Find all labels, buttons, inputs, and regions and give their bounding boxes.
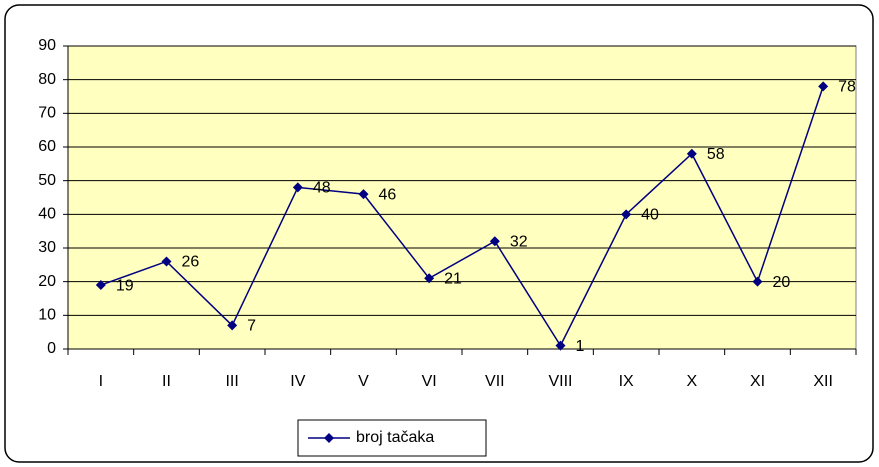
- data-label: 26: [182, 254, 200, 271]
- data-label: 20: [773, 274, 791, 291]
- legend-label: broj tačaka: [356, 429, 434, 446]
- y-tick-label: 80: [38, 71, 56, 88]
- point-marker: [95, 280, 106, 291]
- legend-marker: [324, 433, 334, 443]
- y-tick-label: 30: [38, 239, 56, 256]
- point-marker: [227, 320, 238, 331]
- point-marker: [686, 148, 697, 159]
- y-tick-label: 10: [38, 307, 56, 324]
- point-marker: [752, 276, 763, 287]
- x-tick-label: IX: [619, 373, 634, 390]
- point-marker: [621, 209, 632, 220]
- y-tick-label: 50: [38, 172, 56, 189]
- data-label: 40: [641, 207, 659, 224]
- data-label: 78: [838, 79, 856, 96]
- data-label: 1: [576, 338, 585, 355]
- plot-area: [67, 45, 857, 350]
- data-label: 46: [379, 186, 397, 203]
- x-tick-label: III: [225, 373, 238, 390]
- point-marker: [555, 340, 566, 351]
- data-label: 19: [116, 277, 134, 294]
- point-marker: [161, 256, 172, 267]
- data-label: 32: [510, 233, 528, 250]
- x-tick-label: V: [358, 373, 369, 390]
- data-label: 58: [707, 146, 725, 163]
- point-marker: [292, 182, 303, 193]
- x-tick-label: VII: [485, 373, 505, 390]
- x-tick-label: VI: [422, 373, 437, 390]
- x-tick-label: X: [686, 373, 697, 390]
- y-tick-label: 40: [38, 206, 56, 223]
- x-tick-label: IV: [290, 373, 305, 390]
- point-marker: [489, 236, 500, 247]
- y-tick-label: 70: [38, 105, 56, 122]
- y-tick-label: 20: [38, 273, 56, 290]
- x-tick-label: VIII: [548, 373, 572, 390]
- y-tick-label: 60: [38, 138, 56, 155]
- y-tick-label: 0: [47, 340, 56, 357]
- x-tick-label: XII: [813, 373, 833, 390]
- data-label: 48: [313, 180, 331, 197]
- x-tick-label: II: [162, 373, 171, 390]
- x-tick-label: I: [99, 373, 103, 390]
- data-label: 7: [247, 318, 256, 335]
- data-label: 21: [444, 271, 462, 288]
- point-marker: [818, 81, 829, 92]
- series-line: [100, 86, 824, 348]
- y-tick-label: 90: [38, 37, 56, 54]
- x-tick-label: XI: [750, 373, 765, 390]
- point-marker: [358, 189, 369, 200]
- point-marker: [424, 273, 435, 284]
